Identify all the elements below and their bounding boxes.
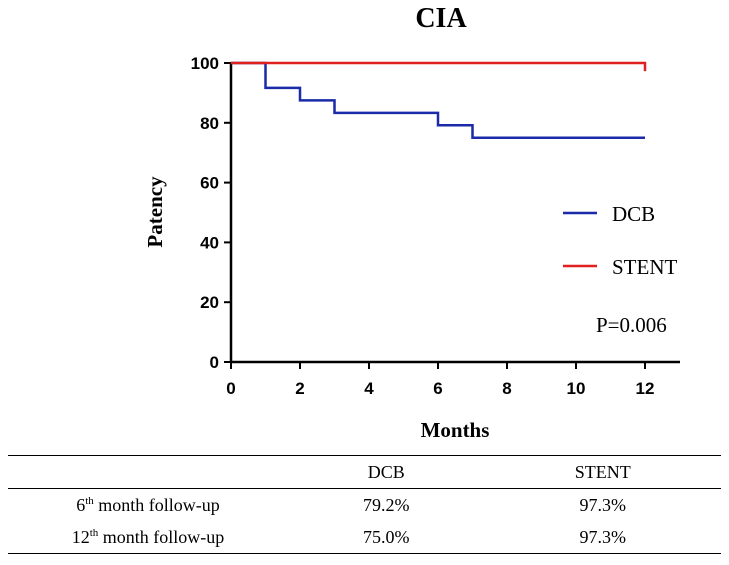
x-tick-label: 0 xyxy=(226,379,235,398)
row-label: 6th month follow-up xyxy=(8,489,288,522)
row-label-suffix: th xyxy=(89,526,99,539)
y-tick-label: 60 xyxy=(200,174,219,193)
series-line-stent xyxy=(231,61,647,72)
summary-table: DCB STENT 6th month follow-up 79.2% 97.3… xyxy=(8,455,721,554)
legend-label-dcb: DCB xyxy=(612,202,655,226)
legend-label-stent: STENT xyxy=(612,255,678,279)
table-row: 12th month follow-up 75.0% 97.3% xyxy=(8,521,721,554)
y-axis-label: Patency xyxy=(143,176,167,248)
x-tick-label: 6 xyxy=(433,379,442,398)
row-label-text: month follow-up xyxy=(93,494,220,515)
x-tick-label: 12 xyxy=(636,379,655,398)
table-header-stent: STENT xyxy=(484,455,721,489)
x-axis-label: Months xyxy=(421,418,490,442)
table-header-dcb: DCB xyxy=(288,455,485,489)
row-label-text: month follow-up xyxy=(98,526,225,547)
x-tick-label: 8 xyxy=(502,379,511,398)
table-header-row: DCB STENT xyxy=(8,455,721,489)
p-value-annotation: P=0.006 xyxy=(596,313,667,337)
y-tick-label: 0 xyxy=(210,353,219,372)
x-tick-label: 10 xyxy=(567,379,586,398)
row-label-suffix: th xyxy=(85,494,94,507)
row-label-number: 6 xyxy=(76,494,86,515)
y-tick-label: 80 xyxy=(200,114,219,133)
chart-title: CIA xyxy=(415,3,467,34)
y-tick-label: 100 xyxy=(191,54,219,73)
cell-stent: 97.3% xyxy=(484,521,721,554)
y-tick-label: 40 xyxy=(200,233,219,252)
chart-legend: DCB STENT xyxy=(563,202,678,279)
km-chart: CIA 0 2 4 6 8 10 12 0 20 40 60 80 100 DCB STENT Month… xyxy=(143,3,680,442)
series-line-dcb xyxy=(231,61,645,139)
cell-dcb: 79.2% xyxy=(362,494,410,515)
row-label: 12th month follow-up xyxy=(8,521,288,554)
row-label-number: 12 xyxy=(71,526,90,547)
table-row: 6th month follow-up 79.2% 97.3% xyxy=(8,489,721,522)
cell-stent: 97.3% xyxy=(579,494,626,515)
table-header-blank xyxy=(8,455,288,489)
x-tick-label: 2 xyxy=(295,379,304,398)
y-tick-label: 20 xyxy=(200,293,219,312)
chart-series xyxy=(231,61,647,139)
cell-dcb: 75.0% xyxy=(288,521,485,554)
chart-axes: 0 2 4 6 8 10 12 0 20 40 60 80 100 xyxy=(191,54,680,398)
x-tick-label: 4 xyxy=(364,379,374,398)
